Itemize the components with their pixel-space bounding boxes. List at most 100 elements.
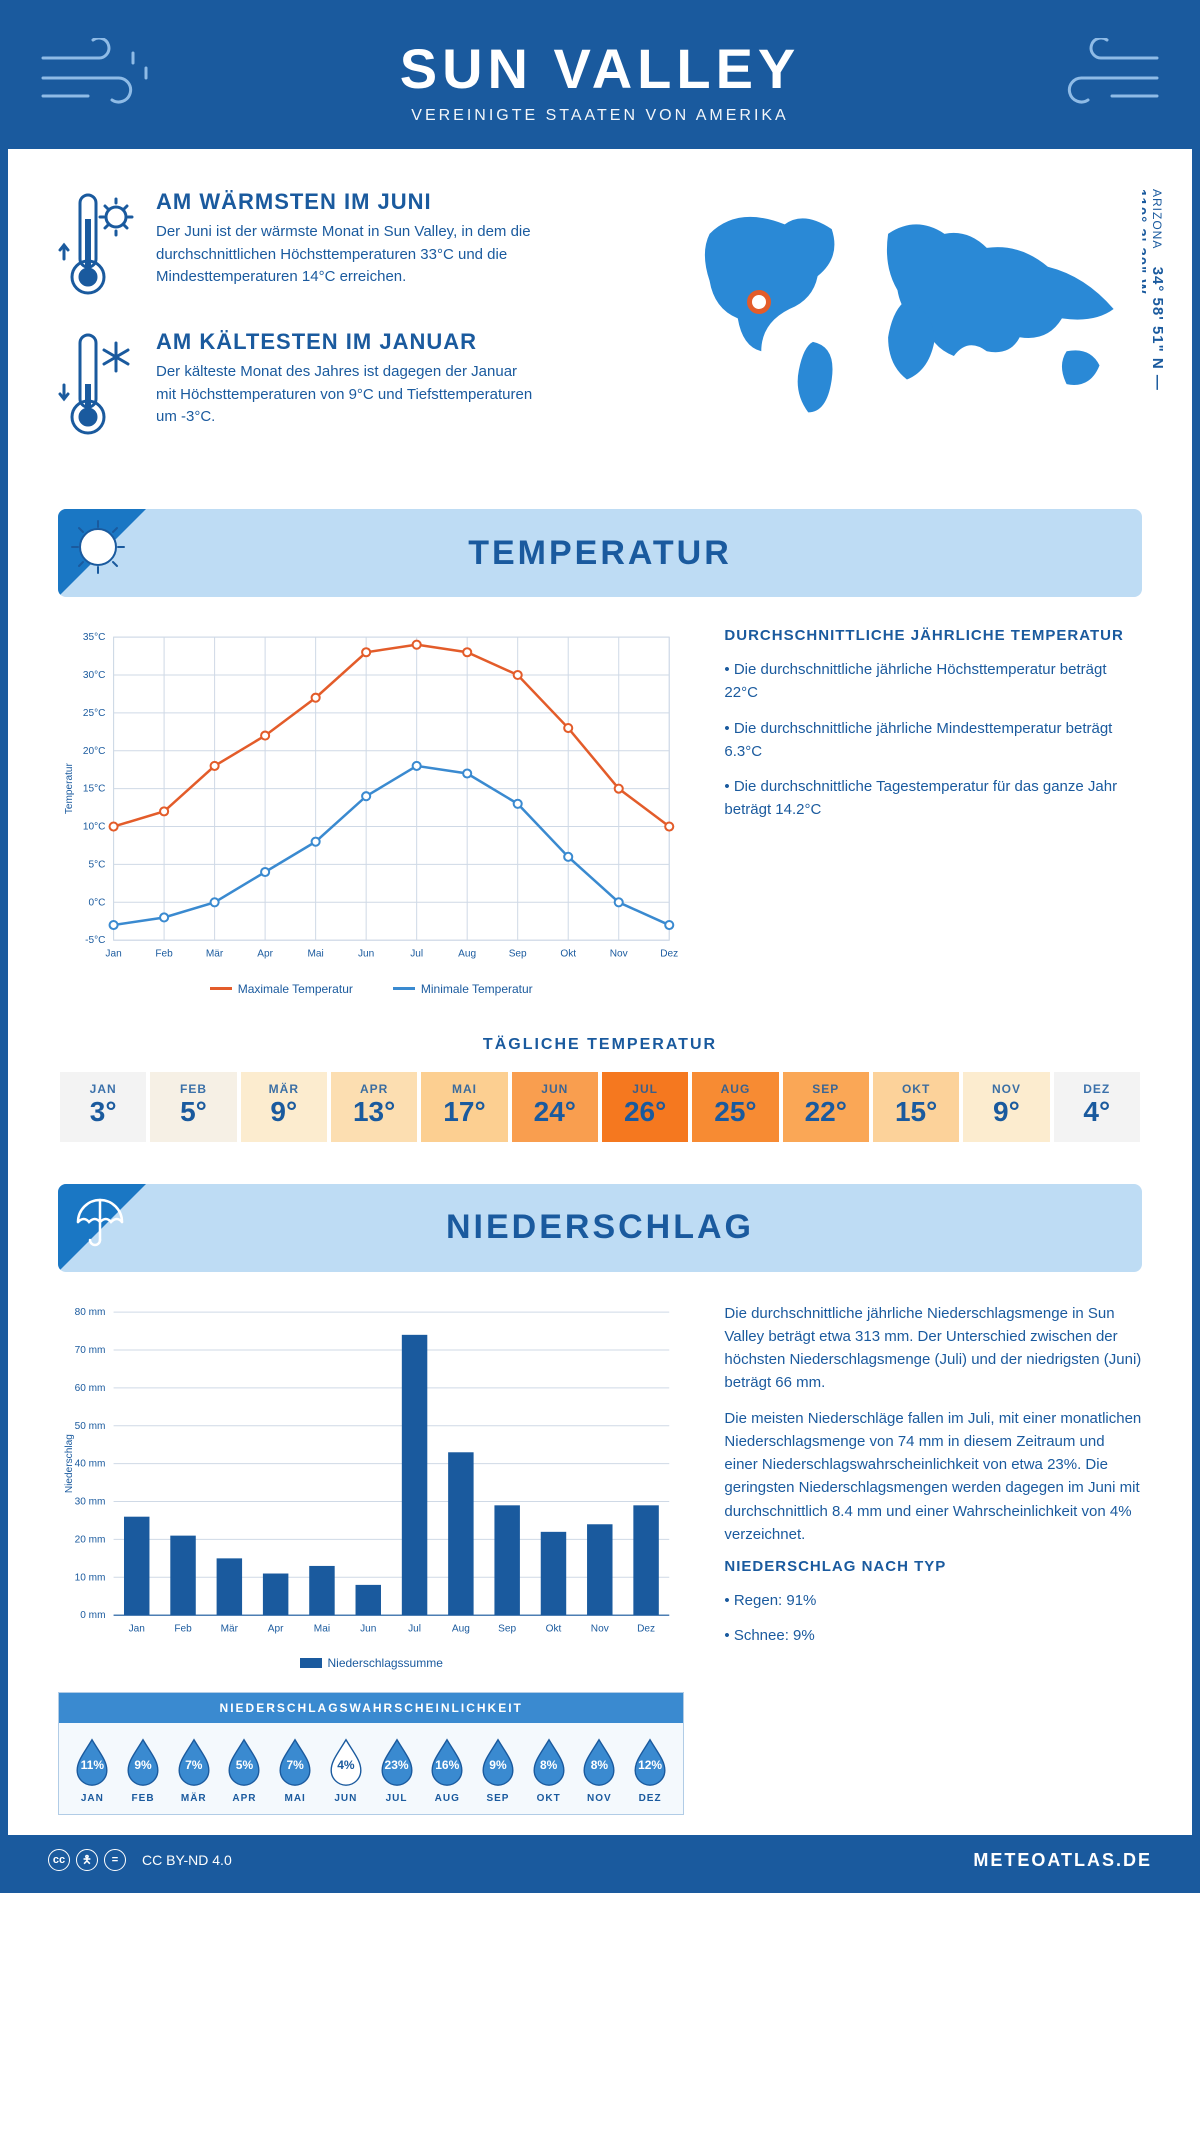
- temperature-stats: DURCHSCHNITTLICHE JÄHRLICHE TEMPERATUR D…: [724, 627, 1142, 996]
- intro-row: AM WÄRMSTEN IM JUNI Der Juni ist der wär…: [8, 149, 1192, 499]
- precip-bytype-item: Regen: 91%: [724, 1589, 1142, 1612]
- svg-text:Dez: Dez: [637, 1623, 655, 1634]
- svg-text:80 mm: 80 mm: [75, 1307, 106, 1318]
- coords-region: ARIZONA: [1150, 189, 1164, 249]
- daily-temp-cell: AUG 25°: [690, 1070, 780, 1144]
- precip-prob-cell: 9% SEP: [473, 1737, 524, 1804]
- daily-temp-cell: MAI 17°: [419, 1070, 509, 1144]
- svg-text:Mai: Mai: [308, 948, 324, 959]
- svg-text:10 mm: 10 mm: [75, 1572, 106, 1583]
- daily-temp-cell: NOV 9°: [961, 1070, 1051, 1144]
- precip-prob-cell: 5% APR: [219, 1737, 270, 1804]
- svg-text:Jun: Jun: [360, 1623, 376, 1634]
- precipitation-text: Die durchschnittliche jährliche Niedersc…: [724, 1302, 1142, 1816]
- header-bar: SUN VALLEY VEREINIGTE STAATEN VON AMERIK…: [8, 8, 1192, 149]
- thermometer-hot-icon: [58, 189, 138, 299]
- svg-text:Okt: Okt: [546, 1623, 562, 1634]
- footer-bar: cc🯅= CC BY-ND 4.0 METEOATLAS.DE: [8, 1835, 1192, 1885]
- temp-stat-item: Die durchschnittliche jährliche Höchstte…: [724, 658, 1142, 705]
- map-marker: [747, 290, 771, 314]
- svg-text:Mai: Mai: [314, 1623, 330, 1634]
- fact-cold: AM KÄLTESTEN IM JANUAR Der kälteste Mona…: [58, 329, 632, 439]
- svg-text:Nov: Nov: [610, 948, 629, 959]
- precip-bytype-title: NIEDERSCHLAG NACH TYP: [724, 1558, 1142, 1575]
- svg-text:50 mm: 50 mm: [75, 1420, 106, 1431]
- section-header-temperature: TEMPERATUR: [58, 509, 1142, 597]
- precip-text-2: Die meisten Niederschläge fallen im Juli…: [724, 1407, 1142, 1547]
- svg-text:Sep: Sep: [498, 1623, 516, 1634]
- daily-temp-cell: SEP 22°: [781, 1070, 871, 1144]
- svg-text:20 mm: 20 mm: [75, 1534, 106, 1545]
- fact-hot: AM WÄRMSTEN IM JUNI Der Juni ist der wär…: [58, 189, 632, 299]
- svg-text:30 mm: 30 mm: [75, 1496, 106, 1507]
- temperature-stats-title: DURCHSCHNITTLICHE JÄHRLICHE TEMPERATUR: [724, 627, 1142, 644]
- precip-prob-cell: 4% JUN: [321, 1737, 372, 1804]
- precip-prob-title: NIEDERSCHLAGSWAHRSCHEINLICHKEIT: [59, 1693, 683, 1723]
- svg-text:60 mm: 60 mm: [75, 1382, 106, 1393]
- fact-cold-title: AM KÄLTESTEN IM JANUAR: [156, 329, 536, 355]
- cc-license-text: CC BY-ND 4.0: [142, 1852, 232, 1868]
- precip-prob-cell: 11% JAN: [67, 1737, 118, 1804]
- svg-text:Okt: Okt: [560, 948, 576, 959]
- daily-temp-cell: JUL 26°: [600, 1070, 690, 1144]
- thermometer-cold-icon: [58, 329, 138, 439]
- svg-text:Jan: Jan: [129, 1623, 145, 1634]
- svg-text:-5°C: -5°C: [85, 935, 105, 946]
- cc-license-icons: cc🯅= CC BY-ND 4.0: [48, 1849, 232, 1871]
- fact-hot-title: AM WÄRMSTEN IM JUNI: [156, 189, 536, 215]
- daily-temp-row: JAN 3° FEB 5° MÄR 9° APR 13° MAI 17° JUN…: [58, 1070, 1142, 1144]
- precip-prob-cell: 7% MÄR: [168, 1737, 219, 1804]
- precipitation-legend: Niederschlagssumme: [58, 1656, 684, 1670]
- temperature-chart: -5°C0°C5°C10°C15°C20°C25°C30°C35°CJanFeb…: [58, 627, 684, 996]
- svg-text:Jun: Jun: [358, 948, 374, 959]
- wind-icon: [1032, 38, 1162, 118]
- svg-text:70 mm: 70 mm: [75, 1345, 106, 1356]
- svg-text:25°C: 25°C: [83, 708, 106, 719]
- svg-text:Aug: Aug: [458, 948, 476, 959]
- precip-prob-cell: 8% OKT: [523, 1737, 574, 1804]
- svg-text:15°C: 15°C: [83, 784, 106, 795]
- daily-temp-title: TÄGLICHE TEMPERATUR: [8, 1036, 1192, 1054]
- svg-text:Temperatur: Temperatur: [64, 762, 75, 814]
- wind-icon: [38, 38, 168, 118]
- svg-text:0 mm: 0 mm: [80, 1610, 105, 1621]
- section-header-precip: NIEDERSCHLAG: [58, 1184, 1142, 1272]
- svg-text:Feb: Feb: [155, 948, 173, 959]
- svg-text:Dez: Dez: [660, 948, 678, 959]
- umbrella-icon: [68, 1192, 128, 1252]
- daily-temp-cell: JUN 24°: [510, 1070, 600, 1144]
- world-map: ARIZONA 34° 58' 51" N — 110° 3' 30" W: [672, 189, 1142, 429]
- precip-text-1: Die durchschnittliche jährliche Niedersc…: [724, 1302, 1142, 1395]
- daily-temp-cell: JAN 3°: [58, 1070, 148, 1144]
- precipitation-chart: 0 mm10 mm20 mm30 mm40 mm50 mm60 mm70 mm8…: [58, 1302, 684, 1646]
- precip-bytype-item: Schnee: 9%: [724, 1624, 1142, 1647]
- svg-text:Apr: Apr: [257, 948, 273, 959]
- precip-prob-cell: 9% FEB: [118, 1737, 169, 1804]
- svg-text:20°C: 20°C: [83, 746, 106, 757]
- precip-prob-cell: 7% MAI: [270, 1737, 321, 1804]
- svg-text:Sep: Sep: [509, 948, 527, 959]
- svg-text:Niederschlag: Niederschlag: [64, 1434, 75, 1493]
- section-title-temperature: TEMPERATUR: [58, 534, 1142, 573]
- temp-stat-item: Die durchschnittliche jährliche Mindestt…: [724, 717, 1142, 764]
- precip-prob-cell: 16% AUG: [422, 1737, 473, 1804]
- daily-temp-cell: FEB 5°: [148, 1070, 238, 1144]
- fact-cold-text: Der kälteste Monat des Jahres ist dagege…: [156, 361, 536, 429]
- svg-text:30°C: 30°C: [83, 670, 106, 681]
- sun-icon: [68, 517, 128, 577]
- svg-text:Feb: Feb: [174, 1623, 192, 1634]
- precip-prob-cell: 12% DEZ: [625, 1737, 676, 1804]
- section-title-precip: NIEDERSCHLAG: [58, 1208, 1142, 1247]
- svg-text:35°C: 35°C: [83, 632, 106, 643]
- svg-text:Mär: Mär: [221, 1623, 239, 1634]
- svg-text:0°C: 0°C: [89, 897, 106, 908]
- svg-text:Jul: Jul: [410, 948, 423, 959]
- daily-temp-cell: MÄR 9°: [239, 1070, 329, 1144]
- svg-text:Aug: Aug: [452, 1623, 470, 1634]
- precip-prob-cell: 23% JUL: [371, 1737, 422, 1804]
- fact-hot-text: Der Juni ist der wärmste Monat in Sun Va…: [156, 221, 536, 289]
- page: SUN VALLEY VEREINIGTE STAATEN VON AMERIK…: [0, 0, 1200, 1893]
- svg-text:Jul: Jul: [408, 1623, 421, 1634]
- svg-text:Mär: Mär: [206, 948, 224, 959]
- page-title: SUN VALLEY: [8, 36, 1192, 101]
